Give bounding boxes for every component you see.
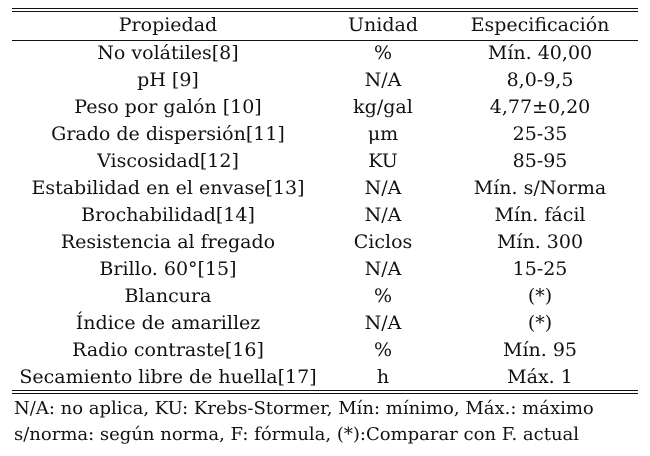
cell-unit: N/A xyxy=(324,310,442,337)
header-propiedad: Propiedad xyxy=(12,11,324,40)
table-row: Peso por galón [10] kg/gal 4,77±0,20 xyxy=(12,94,638,121)
cell-property: Viscosidad[12] xyxy=(12,148,324,175)
header-unidad: Unidad xyxy=(324,11,442,40)
cell-spec: 8,0-9,5 xyxy=(442,67,638,94)
cell-unit: μm xyxy=(324,121,442,148)
cell-unit: % xyxy=(324,337,442,364)
cell-property: Índice de amarillez xyxy=(12,310,324,337)
table-row: Secamiento libre de huella[17] h Máx. 1 xyxy=(12,364,638,391)
header-row: Propiedad Unidad Especificación xyxy=(12,11,638,40)
cell-unit: N/A xyxy=(324,256,442,283)
cell-unit: N/A xyxy=(324,67,442,94)
cell-property: Peso por galón [10] xyxy=(12,94,324,121)
cell-spec: Mín. 95 xyxy=(442,337,638,364)
header-especificacion: Especificación xyxy=(442,11,638,40)
cell-spec: Mín. 40,00 xyxy=(442,40,638,67)
cell-property: Brillo. 60°[15] xyxy=(12,256,324,283)
cell-unit: N/A xyxy=(324,175,442,202)
cell-spec: 4,77±0,20 xyxy=(442,94,638,121)
top-rule xyxy=(12,8,638,9)
cell-spec: 85-95 xyxy=(442,148,638,175)
table-row: Resistencia al fregado Ciclos Mín. 300 xyxy=(12,229,638,256)
cell-property: Blancura xyxy=(12,283,324,310)
table-row: Brillo. 60°[15] N/A 15-25 xyxy=(12,256,638,283)
cell-property: No volátiles[8] xyxy=(12,40,324,67)
cell-spec: Máx. 1 xyxy=(442,364,638,391)
footnote-line-1: N/A: no aplica, KU: Krebs-Stormer, Mín: … xyxy=(14,396,638,422)
cell-spec: 15-25 xyxy=(442,256,638,283)
table-row: Índice de amarillez N/A (*) xyxy=(12,310,638,337)
table-footnote: N/A: no aplica, KU: Krebs-Stormer, Mín: … xyxy=(14,396,638,448)
cell-spec: Mín. s/Norma xyxy=(442,175,638,202)
cell-property: Radio contraste[16] xyxy=(12,337,324,364)
cell-spec: (*) xyxy=(442,283,638,310)
cell-property: Grado de dispersión[11] xyxy=(12,121,324,148)
table-row: Estabilidad en el envase[13] N/A Mín. s/… xyxy=(12,175,638,202)
table-row: Grado de dispersión[11] μm 25-35 xyxy=(12,121,638,148)
cell-unit: % xyxy=(324,283,442,310)
cell-spec: (*) xyxy=(442,310,638,337)
cell-spec: Mín. fácil xyxy=(442,202,638,229)
table-row: Viscosidad[12] KU 85-95 xyxy=(12,148,638,175)
table-row: Blancura % (*) xyxy=(12,283,638,310)
footnote-line-2: s/norma: según norma, F: fórmula, (*):Co… xyxy=(14,422,638,448)
cell-property: pH [9] xyxy=(12,67,324,94)
cell-spec: Mín. 300 xyxy=(442,229,638,256)
cell-unit: N/A xyxy=(324,202,442,229)
cell-unit: % xyxy=(324,40,442,67)
cell-property: Brochabilidad[14] xyxy=(12,202,324,229)
cell-property: Resistencia al fregado xyxy=(12,229,324,256)
table-row: pH [9] N/A 8,0-9,5 xyxy=(12,67,638,94)
cell-property: Estabilidad en el envase[13] xyxy=(12,175,324,202)
specification-table: Propiedad Unidad Especificación No volát… xyxy=(12,11,638,391)
cell-spec: 25-35 xyxy=(442,121,638,148)
cell-unit: kg/gal xyxy=(324,94,442,121)
cell-unit: KU xyxy=(324,148,442,175)
cell-unit: Ciclos xyxy=(324,229,442,256)
table-row: No volátiles[8] % Mín. 40,00 xyxy=(12,40,638,67)
bottom-rule-double xyxy=(12,393,638,394)
cell-unit: h xyxy=(324,364,442,391)
table-row: Radio contraste[16] % Mín. 95 xyxy=(12,337,638,364)
cell-property: Secamiento libre de huella[17] xyxy=(12,364,324,391)
table-row: Brochabilidad[14] N/A Mín. fácil xyxy=(12,202,638,229)
